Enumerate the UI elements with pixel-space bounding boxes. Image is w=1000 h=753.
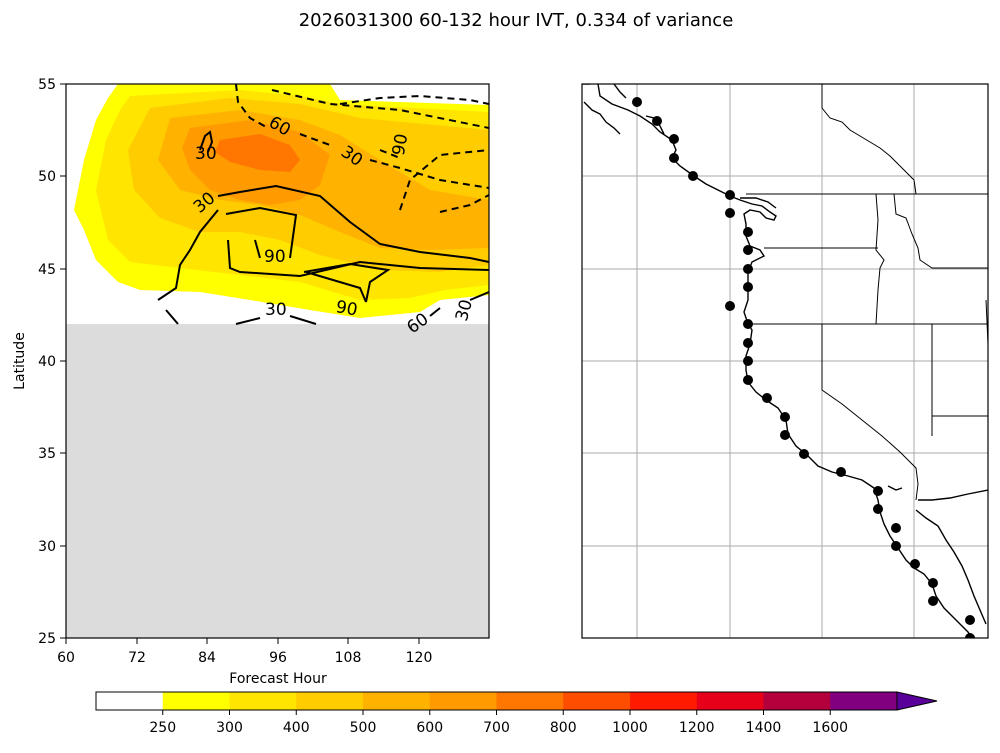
colorbar-tick-label: 400 (283, 720, 310, 736)
x-tick-label: 120 (406, 650, 433, 666)
masked-region (66, 324, 489, 638)
colorbar-tick-label: 1400 (746, 720, 782, 736)
y-axis: 55 50 45 40 35 30 25 Latitude (12, 77, 66, 647)
state-borders (746, 84, 988, 501)
colorbar-tick-label: 500 (350, 720, 377, 736)
sample-point (928, 578, 938, 588)
colorbar-tick-label: 1000 (612, 720, 648, 736)
colorbar-tick-label: 250 (149, 720, 176, 736)
sample-point (669, 134, 679, 144)
y-tick-label: 45 (38, 262, 56, 278)
sample-point (873, 504, 883, 514)
sample-point (725, 301, 735, 311)
sample-point (743, 264, 753, 274)
colorbar-cell (363, 692, 431, 710)
sample-point (652, 116, 662, 126)
sample-points (632, 97, 975, 638)
sample-point (632, 97, 642, 107)
figure-title: 2026031300 60-132 hour IVT, 0.334 of var… (299, 10, 734, 31)
x-tick-label: 60 (57, 650, 75, 666)
colorbar-tick-label: 1200 (679, 720, 715, 736)
sample-point (873, 486, 883, 496)
map-frame (581, 83, 989, 639)
sample-point (743, 282, 753, 292)
colorbar-extend-arrow (896, 691, 938, 711)
sample-point (743, 375, 753, 385)
sample-point (743, 356, 753, 366)
sample-point (669, 153, 679, 163)
colorbar-tick-label: 1600 (812, 720, 848, 736)
sample-point (836, 467, 846, 477)
y-tick-label: 55 (38, 77, 56, 93)
x-tick-label: 84 (198, 650, 216, 666)
sample-point (780, 412, 790, 422)
sample-point (928, 596, 938, 606)
y-axis-label: Latitude (12, 332, 28, 390)
colorbar-tick-label: 600 (416, 720, 443, 736)
map-panel (581, 83, 989, 639)
contour-label: 30 (452, 297, 477, 323)
contour-label: 30 (265, 300, 287, 320)
sample-point (743, 338, 753, 348)
colorbar-tick-label: 300 (216, 720, 243, 736)
sample-point (965, 615, 975, 625)
sample-point (743, 227, 753, 237)
colorbar-cell (429, 692, 497, 710)
sample-point (799, 449, 809, 459)
colorbar-cell (162, 692, 230, 710)
sample-point (891, 523, 901, 533)
y-tick-label: 30 (38, 539, 56, 555)
x-axis: 60 72 84 96 108 120 Forecast Hour (57, 638, 432, 687)
x-tick-label: 72 (128, 650, 146, 666)
colorbar-cell (96, 692, 164, 710)
colorbar-cell (563, 692, 631, 710)
colorbar: 250 300 400 500 600 700 800 1000 1200 1400 1600 (95, 691, 938, 736)
colorbar-cell (496, 692, 564, 710)
colorbar-cell (296, 692, 364, 710)
sample-point (743, 319, 753, 329)
colorbar-tick-label: 800 (550, 720, 577, 736)
contour-label: 90 (389, 132, 412, 157)
contour-label: 30 (195, 144, 217, 164)
y-tick-label: 35 (38, 446, 56, 462)
y-tick-label: 40 (38, 354, 56, 370)
colorbar-cell (763, 692, 831, 710)
colorbar-cell (696, 692, 764, 710)
hovmoller-panel: 30 30 60 30 90 90 90 30 60 30 (12, 77, 490, 687)
contour-label: 90 (264, 247, 286, 267)
x-axis-label: Forecast Hour (229, 671, 327, 687)
contour-label: 90 (334, 297, 359, 320)
sample-point (725, 208, 735, 218)
y-tick-label: 25 (38, 631, 56, 647)
map-gridlines (582, 84, 988, 638)
x-tick-label: 108 (335, 650, 362, 666)
sample-point (743, 245, 753, 255)
sample-point (965, 633, 975, 638)
sample-point (910, 559, 920, 569)
sample-point (762, 393, 772, 403)
y-tick-label: 50 (38, 169, 56, 185)
ivt-fill-700 (215, 134, 300, 172)
colorbar-cell (229, 692, 297, 710)
sample-point (725, 190, 735, 200)
colorbar-cell (630, 692, 698, 710)
sample-point (891, 541, 901, 551)
sample-point (688, 171, 698, 181)
sample-point (780, 430, 790, 440)
colorbar-cell (830, 692, 898, 710)
colorbar-tick-label: 700 (483, 720, 510, 736)
contour-lines (157, 84, 489, 325)
x-tick-label: 96 (269, 650, 287, 666)
